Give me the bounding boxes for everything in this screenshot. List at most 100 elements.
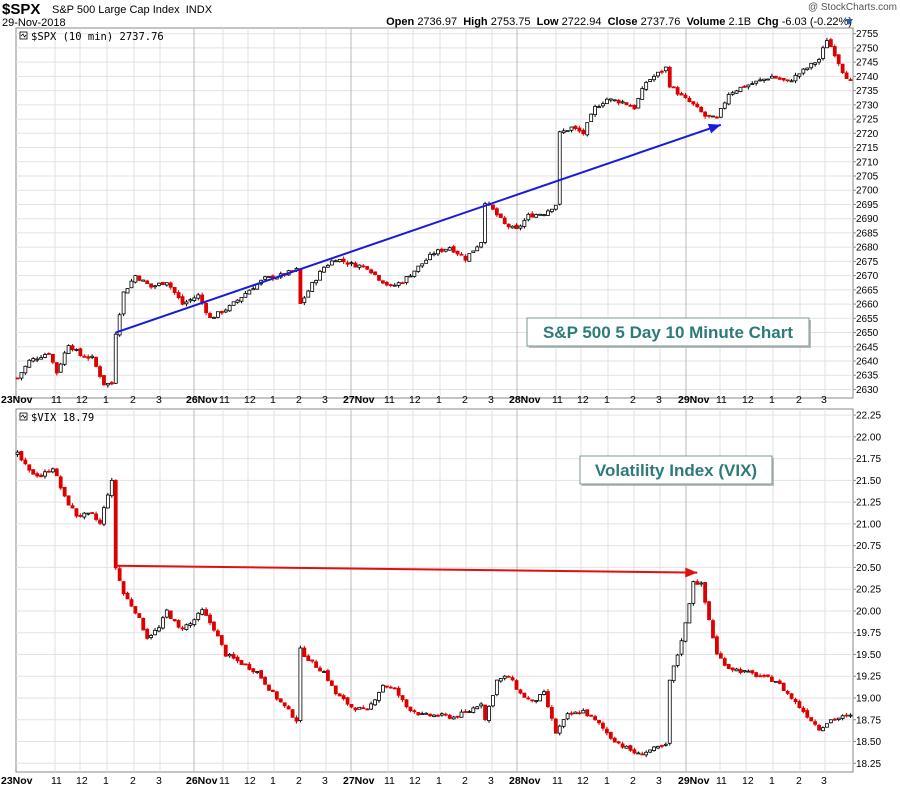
- candle-body: [498, 678, 503, 682]
- candle-body: [510, 225, 515, 229]
- candle-body: [137, 613, 142, 619]
- candle-body: [365, 708, 370, 711]
- candle-body: [813, 62, 818, 65]
- candle-body: [388, 686, 393, 689]
- candle-body: [805, 67, 810, 71]
- candle-body: [357, 264, 362, 268]
- y-tick-label: 20.00: [856, 606, 881, 617]
- x-tick-label: 1: [436, 394, 442, 406]
- x-tick-label: 11: [552, 394, 563, 406]
- candle-body: [121, 581, 126, 595]
- candle-body: [789, 693, 794, 699]
- trend-arrow-head: [685, 567, 698, 578]
- candle-body: [821, 727, 825, 732]
- candle-body: [145, 628, 150, 639]
- x-tick-label: 12: [76, 775, 88, 787]
- x-tick-label: 1: [604, 394, 610, 406]
- candle-body: [734, 90, 739, 94]
- candle-body: [408, 275, 413, 278]
- candle-body: [117, 314, 122, 336]
- candle-body: [463, 711, 468, 713]
- candle-body: [35, 358, 40, 361]
- candle-body: [738, 86, 743, 93]
- candle-body: [451, 246, 456, 253]
- y-tick-label: 21.50: [856, 476, 881, 487]
- candle-body: [200, 609, 205, 615]
- close-value: 2737.76: [640, 16, 681, 28]
- candle-body: [817, 724, 821, 731]
- candle-body: [459, 253, 464, 256]
- candle-body: [510, 677, 515, 681]
- candle-body: [341, 695, 346, 700]
- candle-body: [439, 713, 444, 716]
- candle-body: [597, 719, 601, 724]
- candle-body: [286, 706, 291, 710]
- candle-body: [534, 700, 539, 702]
- candle-body: [267, 276, 271, 278]
- trend-arrow-line: [115, 564, 698, 574]
- candle-body: [447, 714, 452, 719]
- y-tick-label: 22.25: [856, 411, 881, 422]
- candle-body: [636, 98, 641, 109]
- candle-body: [373, 271, 377, 275]
- candle-body: [62, 352, 67, 365]
- dropdown-triangle-icon[interactable]: [845, 19, 853, 25]
- y-tick-label: 2675: [856, 257, 879, 268]
- candle-body: [345, 262, 350, 265]
- candle-body: [683, 94, 688, 98]
- y-tick-label: 2750: [856, 43, 879, 54]
- watermark: @ StockCharts.com: [807, 2, 897, 13]
- candle-body: [483, 203, 487, 243]
- candle-body: [318, 667, 322, 672]
- candle-body: [420, 713, 425, 716]
- security-full-name: S&P 500 Large Cap Index: [52, 4, 180, 16]
- candle-body: [329, 260, 334, 266]
- candle-body: [593, 106, 597, 116]
- candle-body: [19, 372, 24, 379]
- candle-body: [219, 635, 224, 645]
- candle-body: [74, 349, 79, 351]
- candle-body: [597, 106, 601, 109]
- candle-body: [573, 711, 578, 715]
- candle-body: [361, 707, 366, 710]
- candle-body: [259, 670, 264, 679]
- candle-body: [172, 619, 177, 622]
- candle-body: [789, 80, 794, 83]
- candle-body: [235, 656, 240, 662]
- candle-body: [770, 676, 774, 682]
- candle-body: [94, 356, 98, 367]
- candle-body: [817, 59, 821, 63]
- candle-body: [274, 691, 279, 700]
- candle-body: [23, 365, 28, 374]
- candle-body: [353, 707, 358, 711]
- x-tick-label: 29Nov: [678, 394, 710, 406]
- candle-body: [616, 99, 621, 104]
- candle-body: [479, 703, 484, 707]
- y-tick-label: 2710: [856, 157, 879, 168]
- candle-body: [785, 79, 790, 82]
- x-tick-label: 2: [296, 775, 302, 787]
- candle-body: [428, 253, 432, 261]
- candle-body: [612, 737, 617, 743]
- candle-body: [538, 694, 542, 702]
- candle-body: [612, 99, 617, 102]
- candle-body: [707, 601, 711, 621]
- candle-body: [687, 97, 692, 103]
- candle-body: [35, 473, 40, 477]
- candle-body: [825, 723, 829, 728]
- candle-body: [616, 741, 621, 744]
- candle-body: [777, 680, 782, 685]
- candle-body: [573, 125, 578, 129]
- candle-body: [392, 284, 397, 287]
- exchange: INDX: [185, 4, 213, 16]
- candle-body: [113, 479, 118, 569]
- candle-body: [663, 743, 668, 746]
- candle-body: [553, 204, 558, 210]
- candle-body: [192, 619, 197, 625]
- candle-body: [494, 679, 499, 696]
- candle-body: [196, 612, 201, 620]
- candle-body: [294, 717, 299, 722]
- candle-body: [750, 670, 755, 674]
- candle-body: [176, 620, 181, 628]
- volume-label: Volume: [686, 16, 726, 28]
